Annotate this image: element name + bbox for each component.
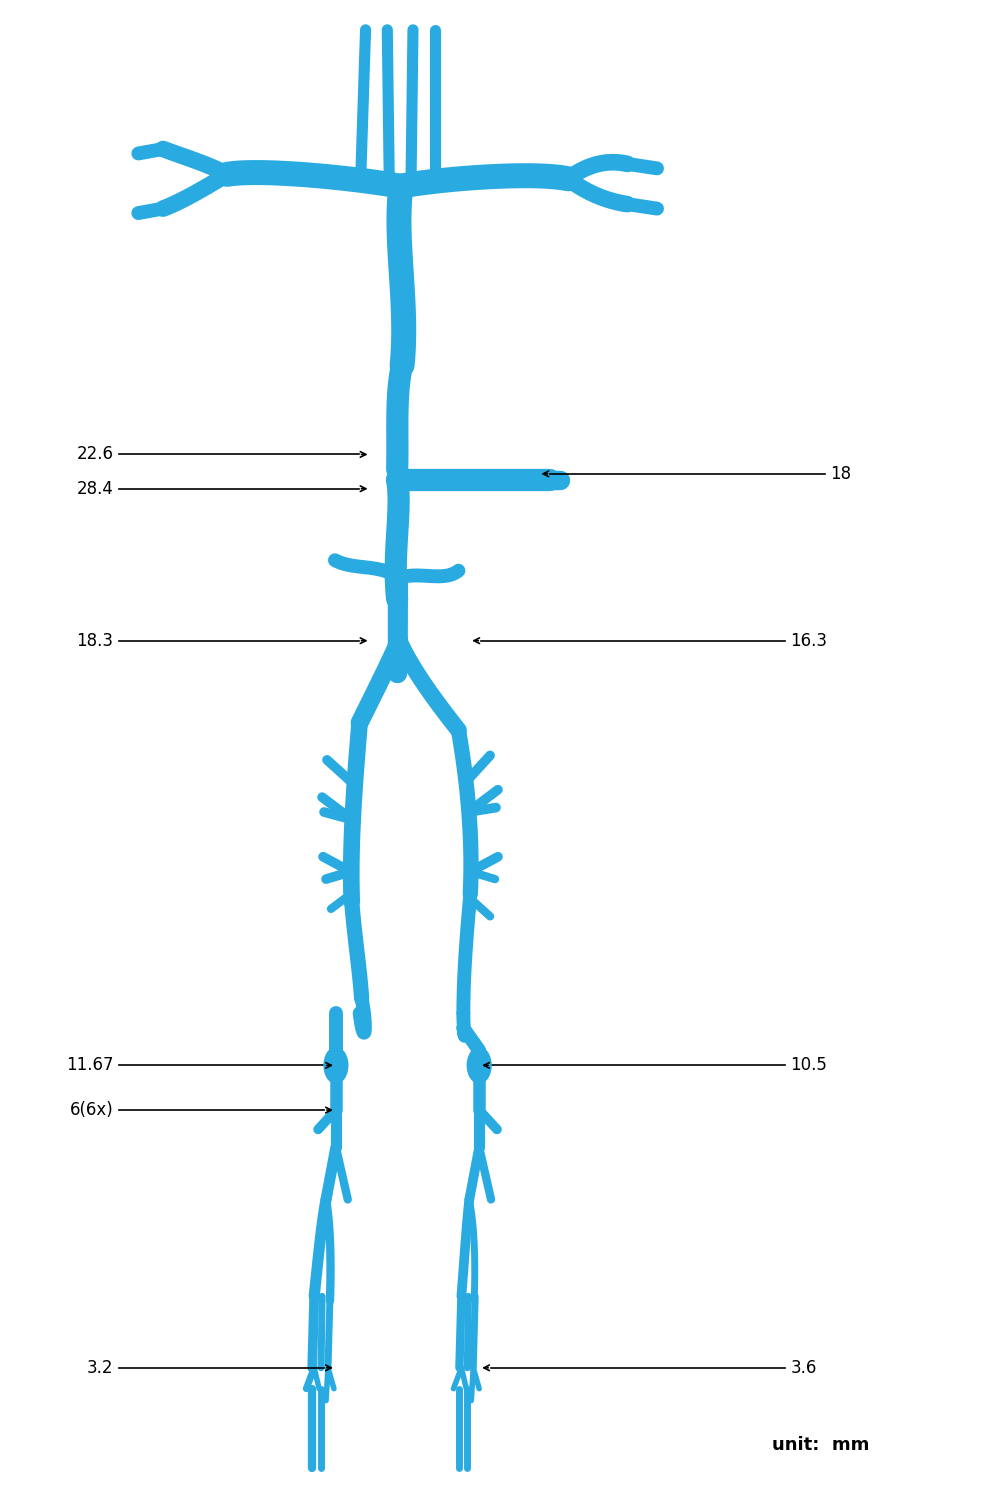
Text: 16.3: 16.3 bbox=[790, 632, 827, 650]
Text: 3.2: 3.2 bbox=[87, 1359, 114, 1377]
Text: 18: 18 bbox=[830, 465, 851, 483]
Text: 3.6: 3.6 bbox=[790, 1359, 817, 1377]
Circle shape bbox=[324, 1047, 348, 1083]
Text: 22.6: 22.6 bbox=[77, 446, 114, 463]
Text: 6(6x): 6(6x) bbox=[70, 1101, 114, 1119]
Text: 28.4: 28.4 bbox=[77, 480, 114, 498]
Circle shape bbox=[467, 1047, 491, 1083]
Text: 18.3: 18.3 bbox=[77, 632, 114, 650]
Text: 11.67: 11.67 bbox=[66, 1056, 114, 1074]
Text: 10.5: 10.5 bbox=[790, 1056, 827, 1074]
Text: unit:  mm: unit: mm bbox=[772, 1436, 869, 1454]
